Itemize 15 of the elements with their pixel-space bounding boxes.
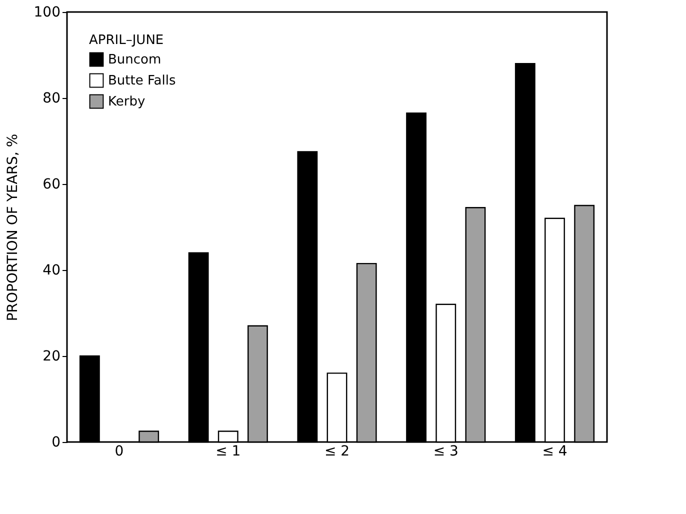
y-tick-label: 100: [34, 4, 60, 20]
y-axis-title: PROPORTION OF YEARS, %: [4, 134, 21, 322]
legend-label: Buncom: [108, 52, 162, 68]
legend-label: Butte Falls: [108, 74, 176, 88]
x-tick-label: ≤ 2: [324, 444, 350, 460]
legend-title: APRIL–JUNE: [89, 33, 164, 48]
legend-label: Kerby: [108, 94, 146, 110]
x-tick-label: ≤ 1: [216, 444, 241, 460]
y-tick-label: 60: [42, 176, 60, 192]
x-tick-label: 0: [114, 444, 124, 460]
x-tick-label: ≤ 3: [433, 444, 458, 460]
x-tick-label: ≤ 4: [542, 444, 568, 460]
y-tick-label: 20: [42, 348, 60, 364]
y-tick-label: 80: [42, 90, 60, 106]
y-tick-label: 40: [42, 262, 60, 278]
